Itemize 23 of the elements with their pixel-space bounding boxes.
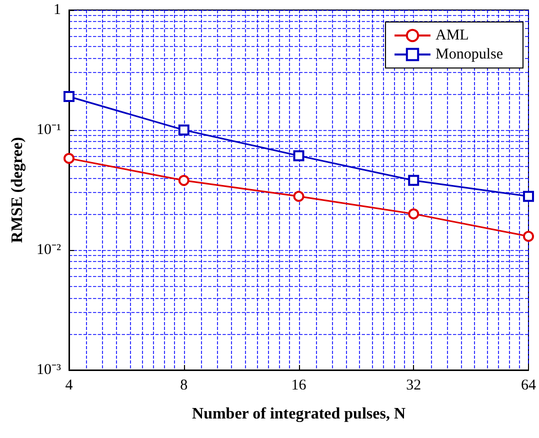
point — [408, 174, 420, 186]
point — [523, 190, 534, 202]
x-tick-label: 8 — [180, 378, 188, 394]
y-tick-label: 10⁻³ — [36, 362, 62, 378]
point — [178, 124, 190, 136]
x-tick-label: 16 — [291, 378, 307, 394]
point — [64, 91, 74, 102]
point — [64, 152, 74, 164]
point — [523, 230, 534, 242]
x-tick-label: 32 — [406, 378, 422, 394]
y-tick-label: 10⁻² — [36, 242, 62, 258]
legend-label: AML — [436, 28, 469, 44]
x-tick-label: 64 — [521, 378, 536, 394]
x-axis-title: Number of integrated pulses, N — [192, 406, 406, 422]
x-tick-label: 4 — [65, 378, 74, 394]
point — [293, 190, 304, 202]
y-tick-label: 1 — [54, 2, 61, 18]
y-axis-title: RMSE (degree) — [9, 137, 26, 243]
point — [293, 150, 304, 162]
y-tick-label: 10⁻¹ — [36, 122, 61, 138]
point — [408, 208, 420, 220]
point — [178, 174, 190, 186]
legend-label: Monopulse — [436, 46, 504, 62]
